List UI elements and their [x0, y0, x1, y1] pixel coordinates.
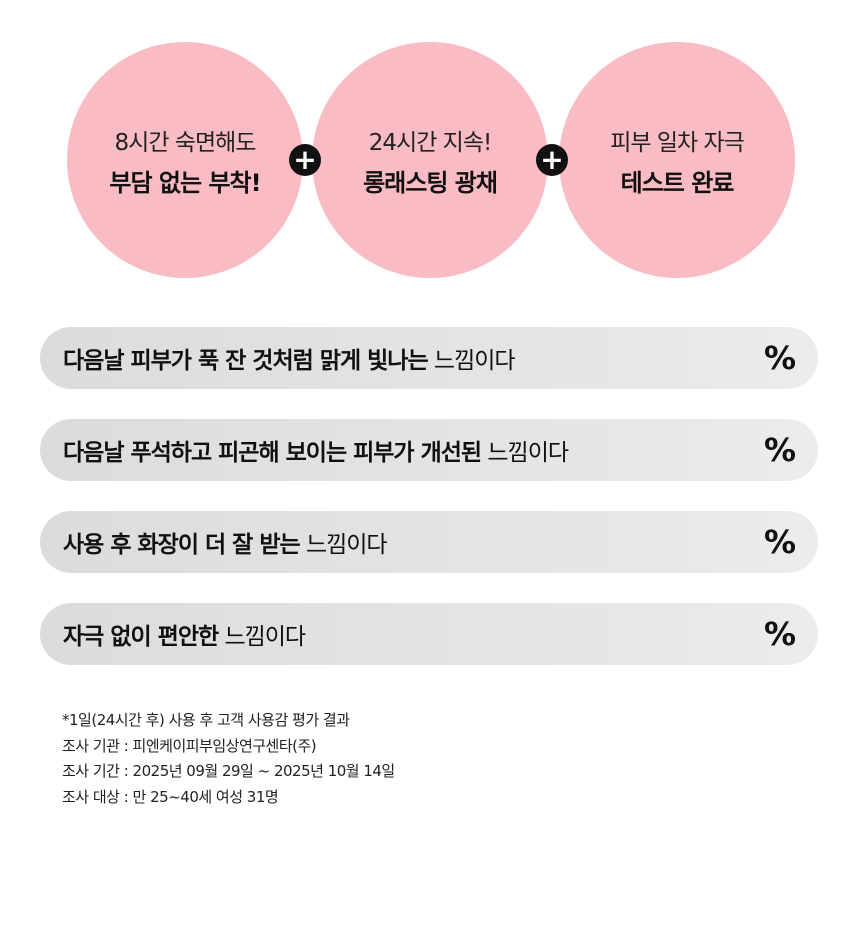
statement-normal: 느낌이다: [427, 348, 516, 374]
percent-value: %: [763, 615, 796, 653]
percent-value: %: [763, 523, 796, 561]
circle-line2: 롱래스팅 광채: [363, 168, 498, 197]
circle-line1: 피부 일차 자극: [610, 129, 745, 156]
statement-normal: 느낌이다: [481, 440, 569, 466]
footnote-line: 조사 기간 : 2025년 09월 29일 ~ 2025년 10월 14일: [62, 762, 395, 780]
statement-normal: 느낌이다: [299, 532, 388, 558]
feature-circle-skin-test: 피부 일차 자극 테스트 완료: [559, 42, 795, 278]
plus-icon: +: [289, 144, 321, 176]
survey-statement: 자극 없이 편안한 느낌이다: [63, 617, 306, 651]
circle-line2: 테스트 완료: [620, 168, 735, 197]
survey-footnotes: *1일(24시간 후) 사용 후 고객 사용감 평가 결과 조사 기관 : 피엔…: [62, 708, 395, 810]
statement-bold: 사용 후 화장이 더 잘 받는: [63, 532, 301, 558]
survey-result-bar: 자극 없이 편안한 느낌이다 %: [40, 603, 818, 665]
footnote-line: 조사 대상 : 만 25~40세 여성 31명: [62, 787, 279, 806]
survey-result-bar: 다음날 푸석하고 피곤해 보이는 피부가 개선된 느낌이다 %: [40, 419, 818, 481]
feature-circle-sleep: 8시간 숙면해도 부담 없는 부착!: [67, 42, 303, 278]
survey-result-bar: 다음날 피부가 푹 잔 것처럼 맑게 빛나는 느낌이다 %: [40, 327, 818, 389]
survey-statement: 다음날 피부가 푹 잔 것처럼 맑게 빛나는 느낌이다: [63, 341, 516, 375]
circle-line1: 8시간 숙면해도: [114, 129, 257, 156]
circle-line1: 24시간 지속!: [368, 129, 492, 156]
statement-bold: 다음날 푸석하고 피곤해 보이는 피부가 개선된: [63, 440, 482, 466]
percent-value: %: [763, 431, 796, 469]
statement-normal: 느낌이다: [218, 624, 306, 650]
circle-line2: 부담 없는 부착!: [109, 168, 261, 197]
survey-result-bar: 사용 후 화장이 더 잘 받는 느낌이다 %: [40, 511, 818, 573]
plus-icon: +: [536, 144, 568, 176]
percent-value: %: [763, 339, 796, 377]
footnote-line: 조사 기관 : 피엔케이피부임상연구센타(주): [62, 736, 317, 755]
statement-bold: 다음날 피부가 푹 잔 것처럼 맑게 빛나는: [63, 348, 429, 374]
survey-statement: 사용 후 화장이 더 잘 받는 느낌이다: [63, 525, 388, 559]
footnote-line: *1일(24시간 후) 사용 후 고객 사용감 평가 결과: [62, 711, 350, 729]
feature-circle-longlasting: 24시간 지속! 롱래스팅 광채: [312, 42, 548, 278]
survey-statement: 다음날 푸석하고 피곤해 보이는 피부가 개선된 느낌이다: [63, 433, 569, 467]
statement-bold: 자극 없이 편안한: [63, 624, 219, 650]
